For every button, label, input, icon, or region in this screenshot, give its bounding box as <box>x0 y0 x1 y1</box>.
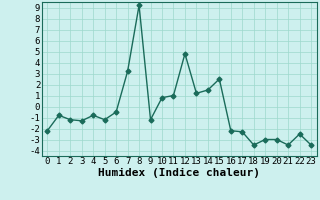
X-axis label: Humidex (Indice chaleur): Humidex (Indice chaleur) <box>98 168 260 178</box>
